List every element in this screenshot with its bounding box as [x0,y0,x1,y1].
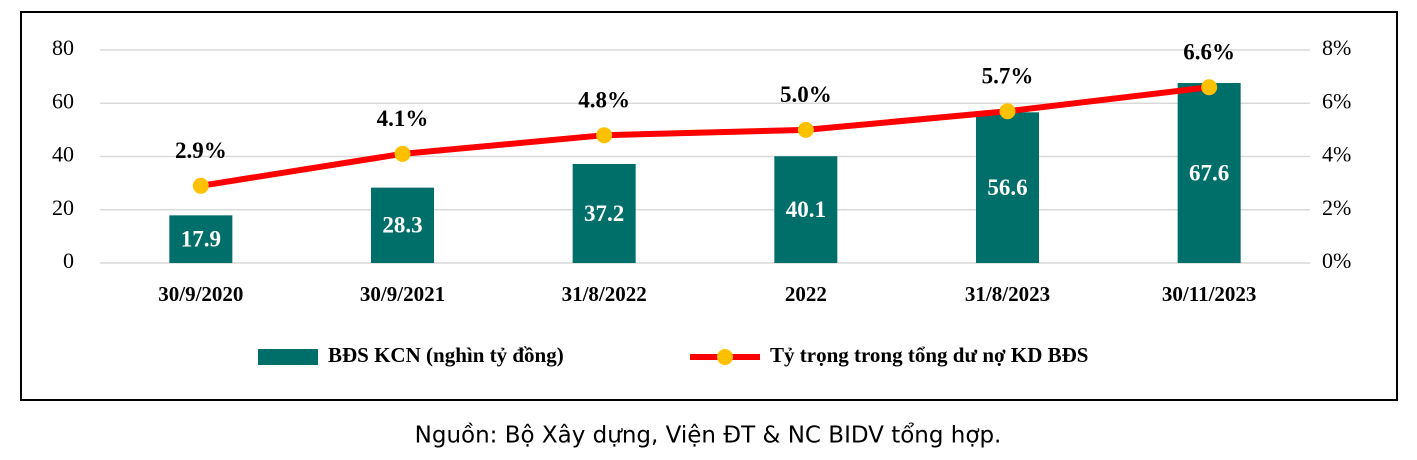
line-marker [999,103,1016,120]
legend-label: Tỷ trọng trong tổng dư nợ KD BĐS [770,343,1088,367]
bar-value-label: 17.9 [181,226,221,251]
bar-value-label: 28.3 [382,213,422,238]
line-marker [192,177,209,194]
line-value-label: 4.1% [377,106,429,131]
bar [572,163,636,263]
bar-value-label: 37.2 [584,201,624,226]
line-value-label: 5.7% [982,64,1034,89]
legend-swatch [258,349,318,365]
bar [169,215,233,263]
line-value-label: 2.9% [175,138,227,163]
line-value-label: 4.8% [578,87,630,112]
line [200,84,1210,189]
bar-value-label: 67.6 [1189,160,1229,185]
y2-tick-label: 0% [1322,248,1351,273]
bar [976,112,1039,264]
y2-tick-label: 2% [1322,195,1351,220]
y-tick-label: 80 [52,35,74,60]
bar-value-label: 56.6 [987,175,1027,200]
chart-frame [20,11,1398,401]
bar [1177,83,1241,263]
legend-label: BĐS KCN (nghìn tỷ đồng) [328,343,564,367]
x-tick-label: 2022 [785,282,827,306]
x-tick-label: 30/9/2020 [158,282,243,306]
y2-tick-label: 6% [1322,88,1351,113]
y2-tick-label: 4% [1322,142,1351,167]
bar-value-label: 40.1 [786,197,826,222]
line-marker [394,145,411,162]
x-tick-label: 30/11/2023 [1162,282,1257,306]
bar [371,187,434,263]
line-value-label: 6.6% [1183,40,1235,65]
source-note: Nguồn: Bộ Xây dựng, Viện ĐT & NC BIDV tổ… [415,423,1002,449]
x-tick-label: 31/8/2023 [965,282,1050,306]
line-marker [1201,79,1218,96]
x-tick-label: 31/8/2022 [562,282,647,306]
line-marker [596,127,613,144]
line-value-label: 5.0% [780,82,832,107]
legend-marker [717,349,733,365]
y2-tick-label: 8% [1322,35,1351,60]
line-marker [797,121,814,138]
y-tick-label: 20 [52,195,74,220]
y-tick-label: 40 [52,142,74,167]
y-tick-label: 0 [63,248,74,273]
y-tick-label: 60 [52,88,74,113]
bar [774,156,838,263]
x-tick-label: 30/9/2021 [360,282,445,306]
